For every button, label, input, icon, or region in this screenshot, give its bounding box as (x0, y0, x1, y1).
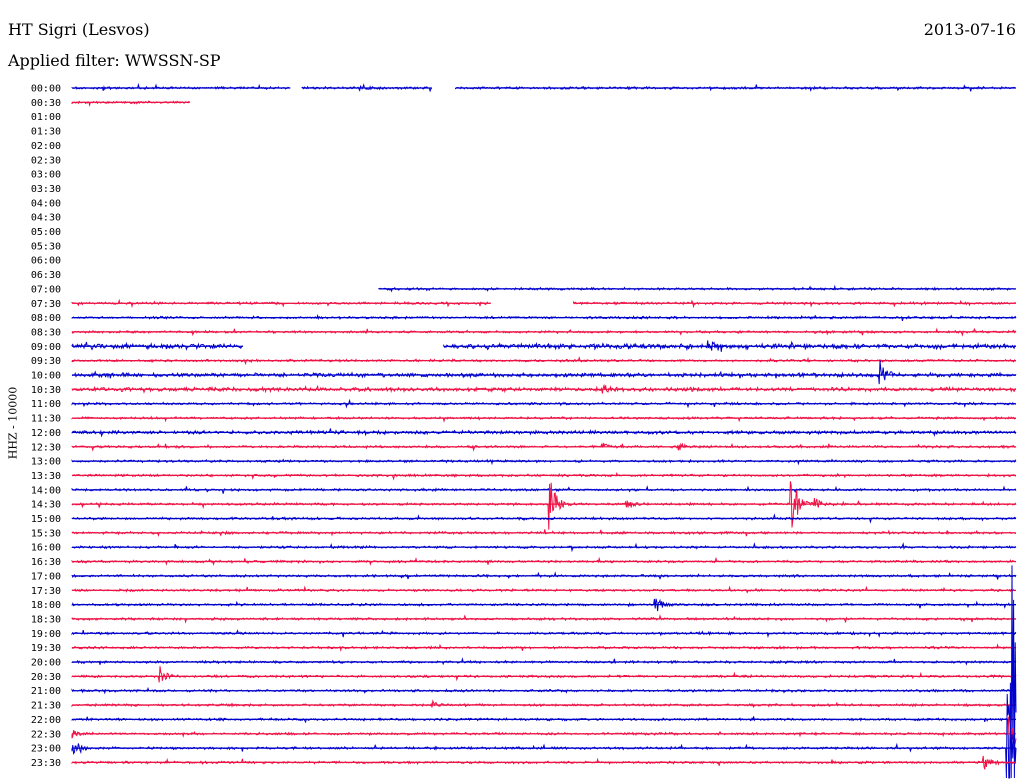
trace-segment (71, 699, 1017, 709)
row-time-label: 03:30 (31, 184, 61, 195)
row-time-label: 08:30 (31, 327, 61, 338)
row-time-label: 09:30 (31, 356, 61, 367)
record-date: 2013-07-16 (923, 20, 1016, 39)
row-time-label: 06:30 (31, 270, 61, 281)
row-time-label: 16:30 (31, 557, 61, 568)
row-time-label: 15:00 (31, 514, 61, 525)
row-time-label: 20:30 (31, 672, 61, 683)
row-time-label: 22:30 (31, 729, 61, 740)
row-time-label: 18:00 (31, 600, 61, 611)
row-time-label: 12:30 (31, 442, 61, 453)
row-time-label: 07:30 (31, 299, 61, 310)
row-time-label: 19:00 (31, 629, 61, 640)
row-time-label: 22:00 (31, 715, 61, 726)
row-time-label: 13:00 (31, 457, 61, 468)
row-time-label: 05:30 (31, 241, 61, 252)
row-time-label: 08:00 (31, 313, 61, 324)
row-time-label: 03:00 (31, 170, 61, 181)
row-time-label: 06:00 (31, 256, 61, 267)
row-time-label: 01:00 (31, 112, 61, 123)
row-time-label: 21:30 (31, 701, 61, 712)
trace-segment (71, 360, 1017, 385)
row-time-label: 17:30 (31, 586, 61, 597)
row-time-label: 02:00 (31, 141, 61, 152)
trace-segment (71, 415, 1016, 423)
row-time-label: 11:00 (31, 399, 61, 410)
row-time-label: 12:00 (31, 428, 61, 439)
row-time-label: 15:30 (31, 528, 61, 539)
row-time-label: 17:00 (31, 571, 61, 582)
row-time-label: 07:00 (31, 284, 61, 295)
row-time-label: 11:30 (31, 414, 61, 425)
trace-segment (71, 716, 1017, 745)
row-time-label: 00:00 (31, 84, 61, 95)
trace-segment (71, 471, 1017, 481)
row-time-label: 09:00 (31, 342, 61, 353)
trace-segment (71, 481, 1017, 530)
row-time-label: 16:00 (31, 543, 61, 554)
row-time-label: 04:00 (31, 198, 61, 209)
row-time-label: 10:00 (31, 371, 61, 382)
row-time-label: 04:30 (31, 213, 61, 224)
row-time-label: 13:30 (31, 471, 61, 482)
row-time-label: 23:30 (31, 758, 61, 769)
filter-label: Applied filter: WWSSN-SP (8, 51, 221, 70)
trace-segment (71, 666, 1017, 683)
row-time-label: 23:00 (31, 744, 61, 755)
row-time-label: 10:30 (31, 385, 61, 396)
row-time-label: 19:30 (31, 643, 61, 654)
trace-segment (71, 341, 243, 351)
row-time-label: 20:00 (31, 658, 61, 669)
trace-segment (71, 313, 1017, 322)
row-time-label: 05:00 (31, 227, 61, 238)
row-time-label: 14:00 (31, 485, 61, 496)
row-time-label: 02:30 (31, 155, 61, 166)
row-time-label: 00:30 (31, 98, 61, 109)
trace-segment (71, 693, 1017, 779)
row-time-label: 14:30 (31, 500, 61, 511)
station-title: HT Sigri (Lesvos) (8, 20, 150, 39)
row-time-label: 18:30 (31, 614, 61, 625)
row-time-label: 21:00 (31, 686, 61, 697)
row-time-label: 01:30 (31, 127, 61, 138)
trace-segment (71, 100, 190, 107)
